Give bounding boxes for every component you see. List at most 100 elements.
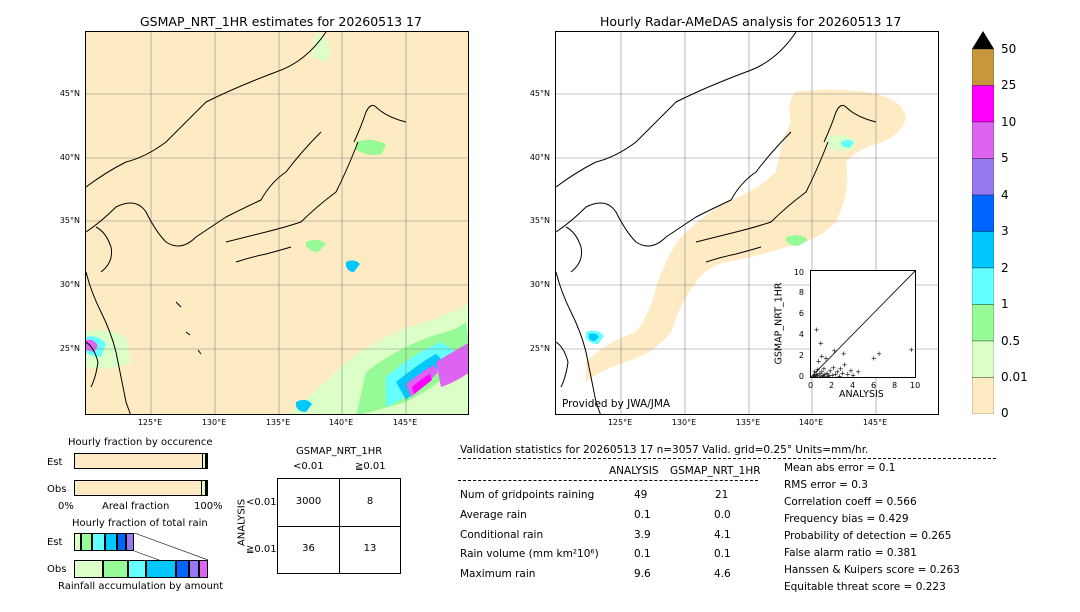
score-line: Frequency bias = 0.429	[784, 513, 909, 525]
fraction-segment	[146, 560, 176, 578]
occurrence-est-bar	[74, 453, 208, 469]
scatter-point: +	[871, 354, 877, 362]
left-lon-label: 130°E	[201, 418, 227, 427]
contingency-row-label: <0.01	[246, 497, 277, 508]
scatter-point: +	[838, 365, 844, 373]
right-lon-label: 145°E	[862, 418, 888, 427]
colorbar-segment	[971, 48, 995, 86]
scatter-point: +	[855, 368, 861, 376]
colorbar-segment	[971, 340, 995, 378]
colorbar-label: 50	[1001, 42, 1017, 56]
scatter-point: +	[819, 352, 825, 360]
left-coastline	[86, 32, 407, 414]
scatter-point: +	[814, 370, 820, 377]
colorbar-label: 1	[1001, 297, 1009, 311]
total-rain-obs-bar	[74, 560, 208, 578]
occurrence-title: Hourly fraction by occurence	[68, 437, 213, 448]
fraction-segment	[206, 454, 207, 468]
left-lon-label: 135°E	[265, 418, 291, 427]
validation-gsmap-value: 0.0	[714, 509, 731, 521]
scatter-plot: + + + + + + + + + + + + + + + + + + + + + + + + + + + + + + + + + + + + + + + +	[810, 270, 916, 381]
link-line	[134, 533, 208, 561]
right-coastline	[556, 32, 877, 414]
colorbar-label: 2	[1001, 261, 1009, 275]
total-rain-row-label: Obs	[47, 564, 67, 575]
fraction-segment	[189, 560, 199, 578]
right-map-canvas	[556, 32, 938, 414]
colorbar-segment	[971, 231, 995, 269]
validation-analysis-value: 49	[634, 489, 648, 501]
left-map	[85, 31, 469, 415]
scatter-ytick: 0	[798, 372, 804, 381]
fraction-segment	[126, 533, 135, 551]
colorbar-label: 25	[1001, 78, 1017, 92]
scatter-point: +	[812, 371, 818, 377]
validation-divider	[458, 458, 996, 459]
validation-analysis-value: 0.1	[634, 548, 651, 560]
score-line: RMS error = 0.3	[784, 479, 868, 491]
score-line: Correlation coeff = 0.566	[784, 496, 917, 508]
scatter-point: +	[812, 368, 818, 376]
scatter-point: +	[823, 354, 829, 362]
right-map-title: Hourly Radar-AMeDAS analysis for 2026051…	[600, 14, 902, 29]
scatter-ytick: 4	[798, 330, 804, 339]
scatter-point: +	[813, 372, 819, 377]
scatter-point: +	[840, 369, 846, 377]
right-analysis-domain	[586, 89, 906, 382]
contingency-cell: 36	[302, 543, 315, 554]
scatter-point: +	[817, 369, 823, 377]
left-map-title: GSMAP_NRT_1HR estimates for 20260513 17	[140, 14, 422, 29]
validation-gsmap-value: 0.1	[714, 548, 731, 560]
fraction-segment	[127, 560, 147, 578]
left-lon-label: 140°E	[328, 418, 354, 427]
score-line: Mean abs error = 0.1	[784, 462, 896, 474]
right-lat-label: 45°N	[529, 89, 550, 98]
total-rain-est-bar	[74, 533, 208, 551]
validation-analysis-value: 0.1	[634, 509, 651, 521]
left-lat-label: 35°N	[59, 216, 80, 225]
colorbar-over-arrow	[972, 31, 994, 49]
scatter-point: +	[825, 372, 831, 377]
scatter-ytick: 8	[798, 288, 804, 297]
left-lon-label: 145°E	[392, 418, 418, 427]
left-lat-label: 30°N	[59, 280, 80, 289]
scatter-point: +	[841, 350, 847, 358]
validation-gsmap-value: 4.6	[714, 568, 731, 580]
left-map-canvas	[86, 32, 468, 414]
right-lat-label: 35°N	[529, 216, 550, 225]
colorbar	[971, 31, 995, 415]
fraction-segment	[92, 533, 106, 551]
scatter-point: +	[821, 372, 827, 377]
occurrence-row-label: Obs	[47, 484, 67, 495]
contingency-cell: 13	[363, 543, 377, 554]
validation-row-label: Conditional rain	[460, 529, 544, 541]
colorbar-label: 10	[1001, 115, 1017, 129]
scatter-diagonal	[810, 270, 916, 378]
total-rain-footer: Rainfall accumulation by amount	[58, 581, 224, 592]
scatter-point: +	[845, 370, 851, 377]
contingency-cell: 8	[366, 496, 374, 507]
occurrence-axis-right: 100%	[194, 501, 223, 512]
scatter-xtick: 4	[850, 381, 856, 390]
contingency-col-label: <0.01	[293, 461, 324, 472]
scatter-points: ++++++++++++++++++++++++ +++++++ +++++++ ++	[811, 326, 915, 381]
fraction-segment	[103, 560, 128, 578]
right-lat-label: 40°N	[529, 153, 550, 162]
fraction-segment	[74, 533, 82, 551]
left-lat-label: 45°N	[59, 89, 80, 98]
scatter-point: +	[829, 371, 835, 377]
validation-header: Validation statistics for 20260513 17 n=…	[460, 444, 869, 456]
right-lon-label: 125°E	[607, 418, 633, 427]
validation-analysis-value: 3.9	[634, 529, 651, 541]
fraction-segment	[201, 481, 206, 495]
scatter-point: +	[848, 367, 854, 375]
scatter-xtick: 2	[829, 381, 835, 390]
validation-col-gsmap: GSMAP_NRT_1HR	[670, 465, 761, 477]
right-lon-label: 135°E	[735, 418, 761, 427]
scatter-point: +	[908, 346, 914, 354]
scatter-point: +	[815, 366, 821, 374]
fraction-segment	[175, 560, 190, 578]
scatter-point: +	[837, 372, 843, 377]
fraction-segment	[75, 454, 203, 468]
colorbar-segment	[971, 158, 995, 196]
